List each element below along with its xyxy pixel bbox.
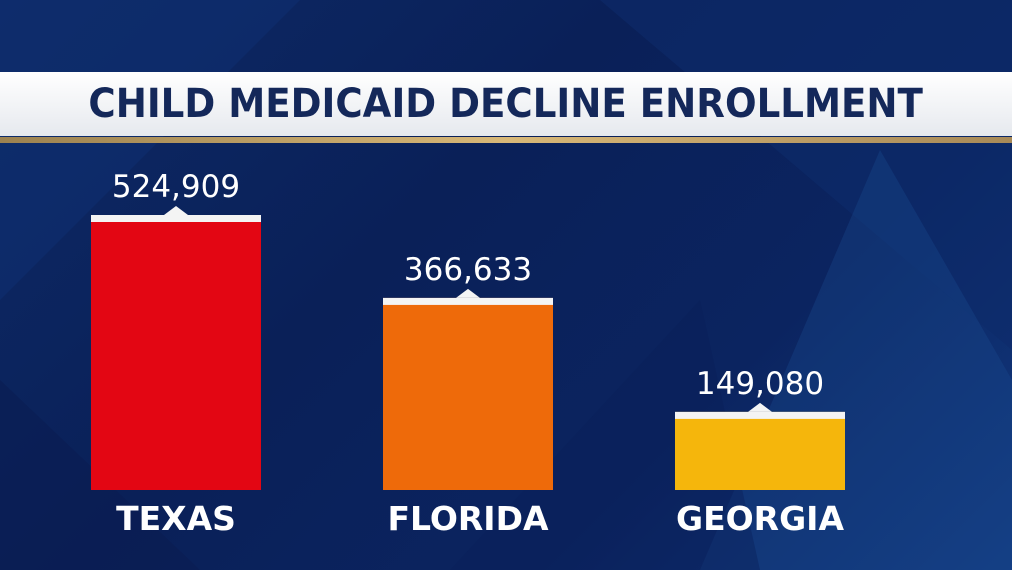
bar-georgia [675,411,845,490]
bar-cap [91,215,261,222]
category-label: TEXAS [116,499,236,538]
title-band: CHILD MEDICAID DECLINE ENROLLMENT [0,72,1012,136]
value-label: 366,633 [404,252,532,288]
bar-cap-pointer [456,288,480,298]
bar-cap-pointer [164,206,188,215]
value-label: 524,909 [112,169,240,205]
value-label: 149,080 [696,366,824,402]
bar-florida [383,297,553,490]
bar-cap [383,297,553,305]
category-label: FLORIDA [387,499,549,538]
bar-cap [675,411,845,419]
chart-title: CHILD MEDICAID DECLINE ENROLLMENT [88,81,924,127]
bar-texas [91,215,261,490]
gold-divider [0,137,1012,143]
bar-cap-pointer [748,402,772,412]
category-label: GEORGIA [676,499,844,538]
